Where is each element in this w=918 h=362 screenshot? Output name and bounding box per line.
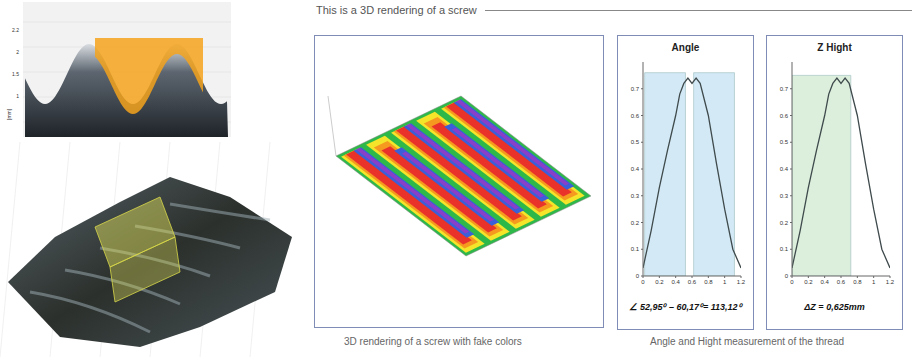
svg-text:0.6: 0.6 <box>631 113 640 119</box>
svg-text:2.2: 2.2 <box>12 27 19 33</box>
svg-text:0.8: 0.8 <box>704 279 713 285</box>
svg-text:1.2: 1.2 <box>737 279 746 285</box>
svg-text:0.1: 0.1 <box>631 246 640 252</box>
svg-text:0.2: 0.2 <box>780 220 789 226</box>
svg-text:[mm]: [mm] <box>6 108 12 120</box>
svg-text:1: 1 <box>16 93 19 99</box>
svg-text:0.4: 0.4 <box>780 166 789 172</box>
svg-text:0.6: 0.6 <box>688 279 697 285</box>
html-text:Z Hight: Z Hight <box>817 42 852 53</box>
svg-text:0: 0 <box>785 273 789 279</box>
svg-text:0.7: 0.7 <box>780 86 789 92</box>
svg-text:0.2: 0.2 <box>804 279 813 285</box>
svg-text:0.4: 0.4 <box>671 279 680 285</box>
svg-text:0.7: 0.7 <box>631 86 640 92</box>
svg-text:1: 1 <box>723 279 727 285</box>
svg-text:2: 2 <box>16 49 19 55</box>
svg-text:0.4: 0.4 <box>631 166 640 172</box>
svg-text:0.3: 0.3 <box>780 193 789 199</box>
svg-text:1.5: 1.5 <box>12 71 19 77</box>
svg-text:0.5: 0.5 <box>631 139 640 145</box>
svg-text:0.6: 0.6 <box>780 113 789 119</box>
svg-text:0.8: 0.8 <box>853 279 862 285</box>
html-text:ΔZ = 0,625mm: ΔZ = 0,625mm <box>804 302 865 312</box>
svg-text:0.4: 0.4 <box>820 279 829 285</box>
svg-text:0.5: 0.5 <box>780 139 789 145</box>
svg-text:0: 0 <box>790 279 794 285</box>
svg-text:0.6: 0.6 <box>837 279 846 285</box>
html-text:Angle: Angle <box>671 42 700 53</box>
svg-text:0.1: 0.1 <box>780 246 789 252</box>
svg-text:0.3: 0.3 <box>631 193 640 199</box>
html-text:This is a 3D rendering of a sc: This is a 3D rendering of a screw <box>316 4 477 16</box>
html-text:∠ 52,95⁰ – 60,17⁰= 113,12⁰: ∠ 52,95⁰ – 60,17⁰= 113,12⁰ <box>629 302 742 312</box>
svg-text:1: 1 <box>872 279 876 285</box>
svg-text:0: 0 <box>636 273 640 279</box>
html-text:Angle and Hight measurement of: Angle and Hight measurement of the threa… <box>650 336 844 347</box>
html-text:3D rendering of a screw with f: 3D rendering of a screw with fake colors <box>344 336 522 347</box>
svg-text:1.2: 1.2 <box>886 279 895 285</box>
svg-text:0: 0 <box>641 279 645 285</box>
svg-text:0.2: 0.2 <box>631 220 640 226</box>
svg-text:0.2: 0.2 <box>655 279 664 285</box>
